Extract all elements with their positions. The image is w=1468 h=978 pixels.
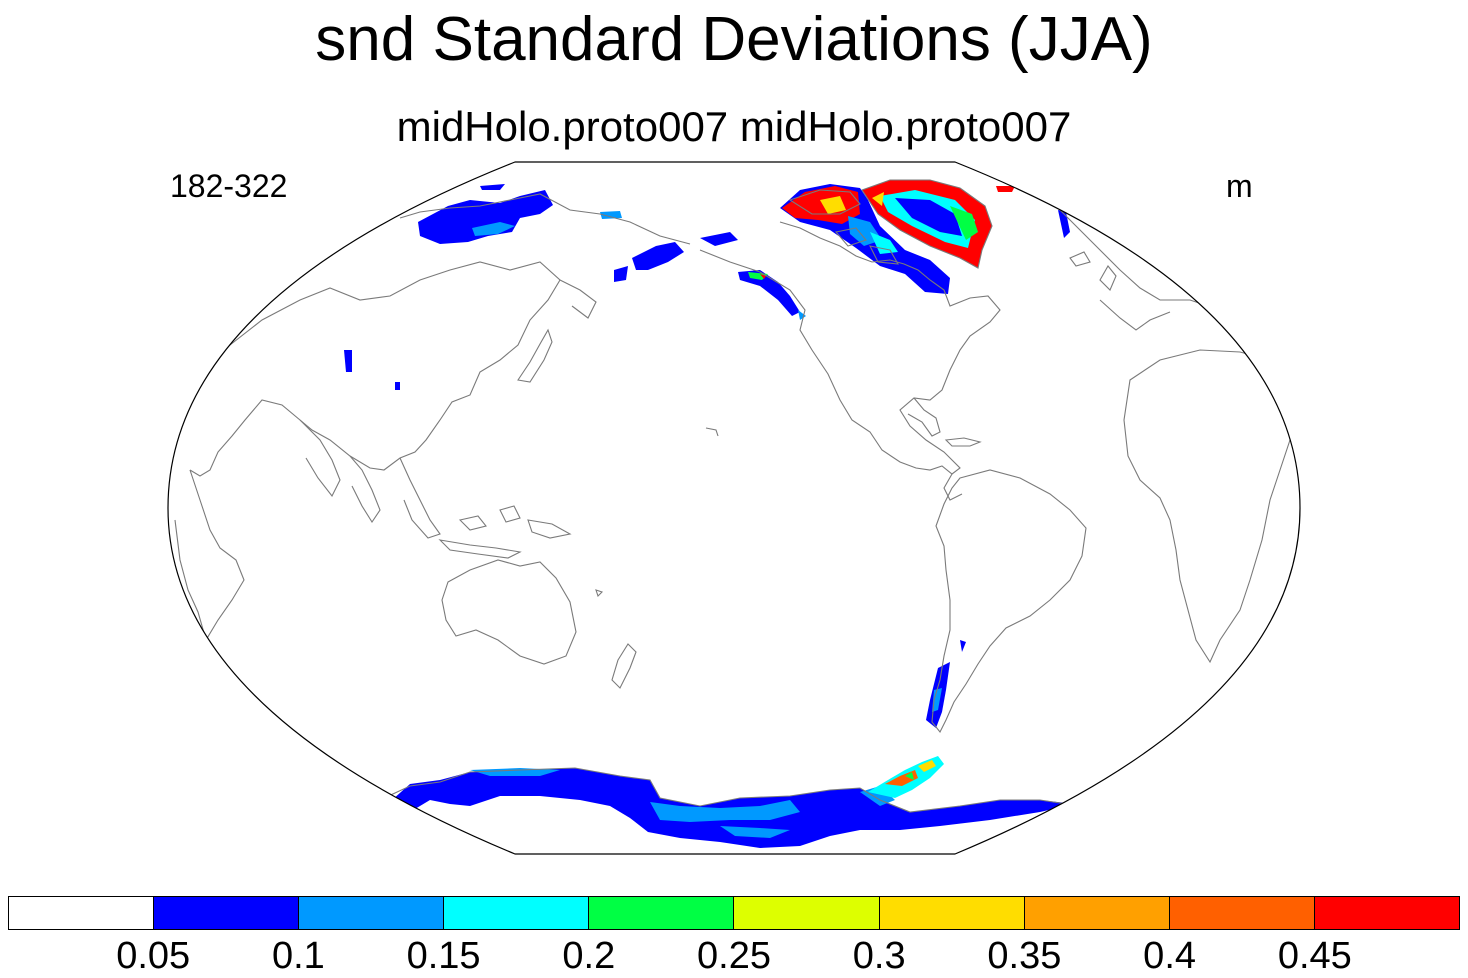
map-frame <box>167 161 1301 855</box>
units-label: m <box>1226 168 1253 204</box>
colorbar <box>8 896 1460 930</box>
colorbar-tick-label: 0.15 <box>406 935 481 977</box>
colorbar-tick-label: 0.45 <box>1277 935 1352 977</box>
colorbar-tick-label: 0.4 <box>1143 935 1197 977</box>
colorbar-box <box>444 897 590 929</box>
season-years-label: 182-322 <box>170 168 288 204</box>
colorbar-tick-label: 0.35 <box>987 935 1062 977</box>
colorbar-box <box>1024 897 1170 929</box>
colorbar-box <box>154 897 300 929</box>
colorbar-box <box>299 897 445 929</box>
colorbar-tick-label: 0.05 <box>116 935 191 977</box>
snow-region-arctic-east <box>632 242 684 270</box>
colorbar-tick-label: 0.25 <box>697 935 771 977</box>
plot-title: snd Standard Deviations (JJA) <box>315 5 1153 74</box>
snow-region-alaska <box>738 270 800 316</box>
colorbar-box <box>1169 897 1315 929</box>
world-map <box>167 161 1301 855</box>
snow-region-tibet <box>344 350 352 372</box>
colorbar-box <box>879 897 1025 929</box>
plot-subtitle: midHolo.proto007 midHolo.proto007 <box>396 103 1072 150</box>
colorbar-box <box>589 897 735 929</box>
colorbar-tick-label: 0.2 <box>562 935 616 977</box>
snow-fields <box>344 180 1075 848</box>
colorbar-box <box>9 897 155 929</box>
colorbar-tick-label: 0.1 <box>271 935 325 977</box>
colorbar-box <box>1314 897 1459 929</box>
colorbar-tick-label: 0.3 <box>852 935 906 977</box>
coastlines <box>174 179 1300 813</box>
colorbar-box <box>734 897 880 929</box>
snow-region-northern-siberia <box>418 190 553 244</box>
